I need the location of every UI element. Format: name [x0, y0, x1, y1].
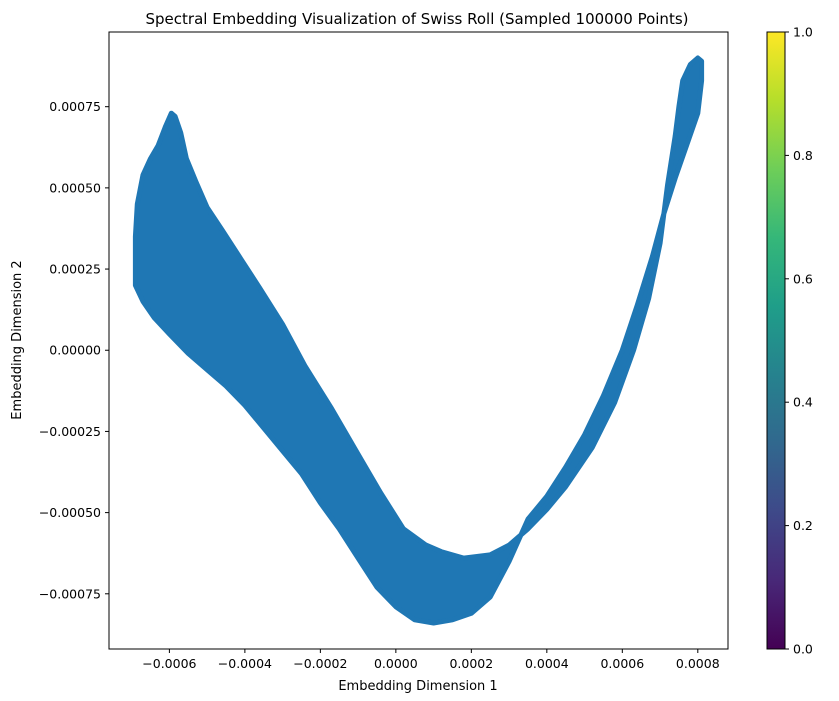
colorbar-tick-label: 1.0 [793, 25, 813, 40]
y-axis-label: Embedding Dimension 2 [10, 260, 25, 419]
plot-area [132, 55, 705, 626]
axes: −0.0006 −0.0004 −0.0002 0.0000 0.0002 0.0004 0… [39, 31, 729, 671]
colorbar: 0.0 0.2 0.4 0.6 0.8 1.0 [766, 25, 813, 657]
colorbar-tick-label: 0.6 [793, 271, 813, 286]
y-tick-label: 0.00075 [49, 99, 101, 114]
x-tick-label: 0.0004 [525, 656, 569, 671]
y-tick-label: 0.00025 [49, 262, 101, 277]
x-tick-label: 0.0000 [374, 656, 418, 671]
colorbar-tick-label: 0.2 [793, 518, 813, 533]
chart-title: Spectral Embedding Visualization of Swis… [146, 10, 689, 28]
colorbar-tick-label: 0.0 [793, 642, 813, 657]
y-tick-label: −0.00050 [39, 505, 101, 520]
axes-frame [108, 31, 729, 650]
x-tick-label: −0.0006 [142, 656, 196, 671]
x-axis-label: Embedding Dimension 1 [338, 679, 497, 694]
x-tick-label: −0.0004 [218, 656, 272, 671]
x-tick-label: 0.0002 [449, 656, 493, 671]
y-tick-label: −0.00025 [39, 424, 101, 439]
x-tick-label: 0.0006 [600, 656, 644, 671]
colorbar-tick-label: 0.4 [793, 395, 813, 410]
y-tick-label: 0.00000 [49, 343, 101, 358]
x-tick-label: 0.0008 [676, 656, 720, 671]
y-tick-label: 0.00050 [49, 180, 101, 195]
y-tick-label: −0.00075 [39, 586, 101, 601]
colorbar-gradient [766, 31, 786, 650]
colorbar-tick-label: 0.8 [793, 148, 813, 163]
x-tick-label: −0.0002 [293, 656, 347, 671]
scatter-points [132, 55, 705, 626]
